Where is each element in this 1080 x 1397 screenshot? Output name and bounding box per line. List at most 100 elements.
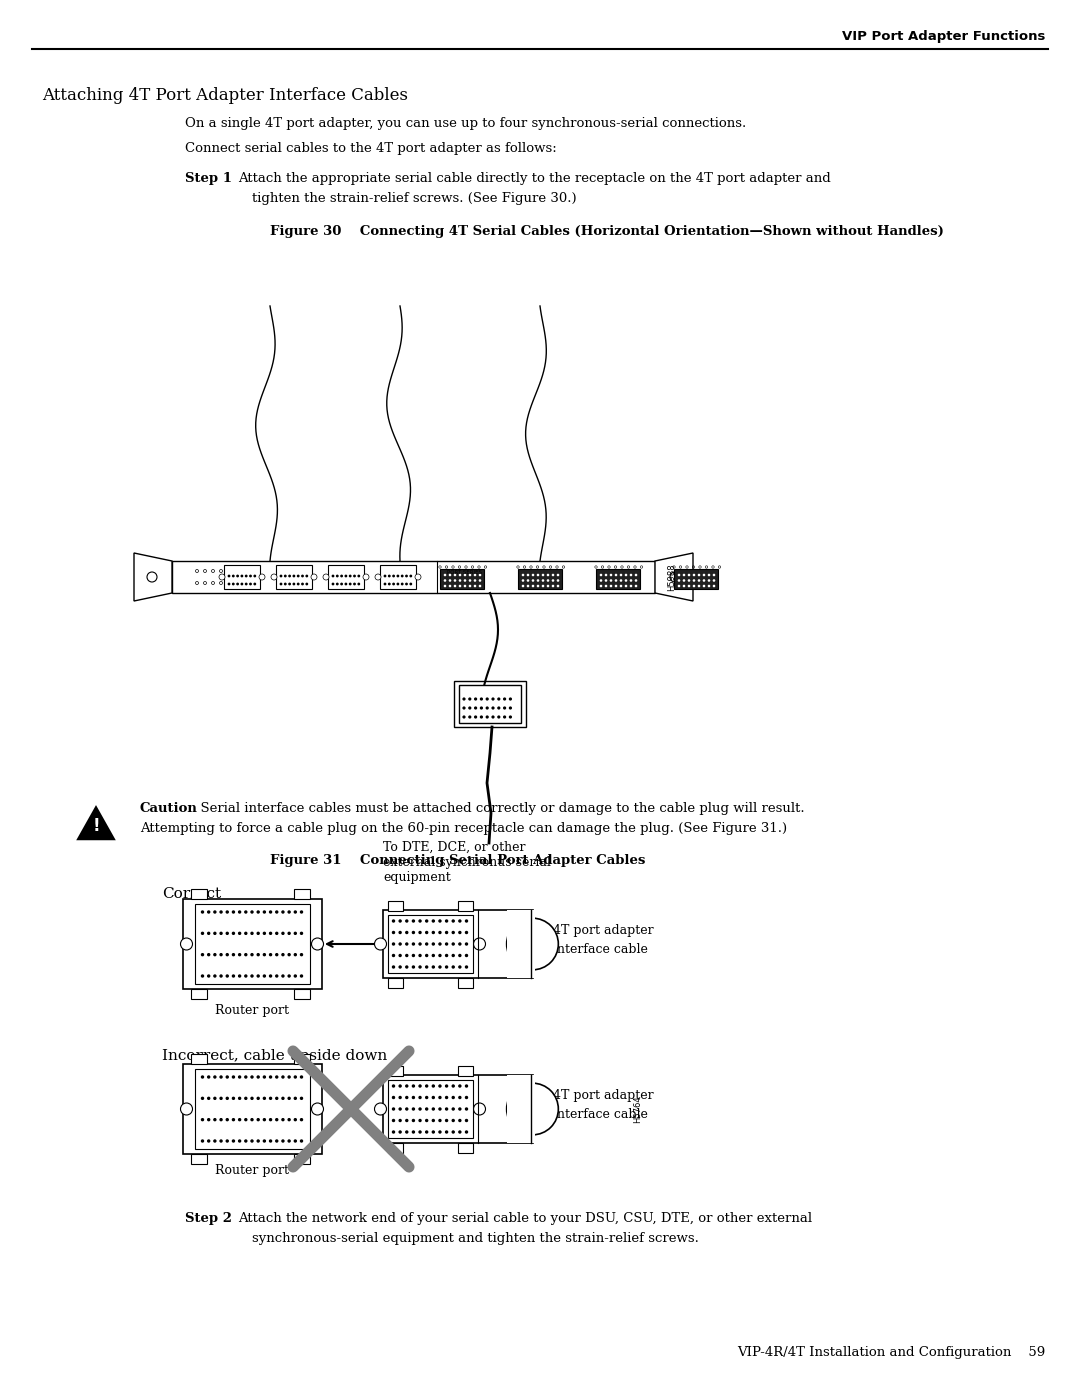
Circle shape [245,975,247,977]
Circle shape [465,1119,468,1122]
Circle shape [245,954,247,956]
Circle shape [270,1119,271,1120]
Circle shape [400,932,401,933]
Circle shape [465,932,468,933]
Circle shape [402,584,403,585]
Circle shape [438,1097,441,1098]
Bar [183,1065,322,1154]
Circle shape [282,1119,284,1120]
Circle shape [295,932,296,935]
Circle shape [282,932,284,935]
Circle shape [270,975,271,977]
Polygon shape [78,807,114,840]
Circle shape [207,1097,210,1099]
Circle shape [426,943,428,944]
Bar [382,909,532,978]
Circle shape [257,975,259,977]
Circle shape [270,1140,271,1141]
Bar [458,901,473,911]
Circle shape [232,954,234,956]
Circle shape [239,932,241,935]
Circle shape [384,584,386,585]
Circle shape [419,1097,421,1098]
Circle shape [300,932,302,935]
Circle shape [220,1097,222,1099]
Circle shape [354,584,355,585]
Circle shape [426,954,428,957]
Circle shape [498,698,500,700]
Circle shape [282,911,284,914]
Circle shape [333,576,334,577]
Bar [458,1143,473,1153]
Circle shape [392,1119,394,1122]
Circle shape [270,911,271,914]
Circle shape [226,1119,228,1120]
Bar [194,904,310,983]
Circle shape [413,965,415,968]
Circle shape [402,576,403,577]
Circle shape [406,1085,408,1087]
Circle shape [419,1108,421,1111]
Circle shape [459,965,461,968]
Bar [458,1066,473,1076]
Circle shape [406,932,408,933]
Circle shape [389,584,390,585]
Circle shape [503,707,505,708]
Bar [518,569,562,590]
Circle shape [214,932,216,935]
Circle shape [419,921,421,922]
Bar [459,685,521,724]
Bar [190,1154,206,1164]
Circle shape [406,576,407,577]
Circle shape [413,921,415,922]
Bar [388,1143,403,1153]
Circle shape [510,717,511,718]
Circle shape [226,1140,228,1141]
Circle shape [220,1140,222,1141]
Text: 4T port adapter
interface cable: 4T port adapter interface cable [553,1090,653,1120]
Circle shape [300,975,302,977]
Circle shape [202,932,203,935]
Circle shape [214,954,216,956]
Bar [458,978,473,988]
Bar [183,900,322,989]
Circle shape [288,1119,291,1120]
Text: VIP-4R/4T Installation and Configuration    59: VIP-4R/4T Installation and Configuration… [737,1345,1045,1359]
Circle shape [465,954,468,957]
Circle shape [453,1108,455,1111]
Circle shape [400,921,401,922]
Circle shape [293,576,295,577]
Circle shape [503,717,505,718]
Bar [507,909,535,978]
Text: !: ! [92,817,99,835]
Bar [328,564,364,590]
Circle shape [438,943,441,944]
Circle shape [392,954,394,957]
Circle shape [245,1119,247,1120]
Circle shape [275,911,278,914]
Circle shape [463,717,464,718]
Text: Caution: Caution [140,802,198,814]
Circle shape [426,1108,428,1111]
Circle shape [281,584,282,585]
Circle shape [220,932,222,935]
Circle shape [251,932,253,935]
Circle shape [295,1097,296,1099]
Bar [172,562,654,592]
Circle shape [275,954,278,956]
Circle shape [446,932,447,933]
Text: 4T port adapter
interface cable: 4T port adapter interface cable [553,923,653,956]
Circle shape [226,932,228,935]
Circle shape [392,921,394,922]
Circle shape [289,576,291,577]
Circle shape [465,1085,468,1087]
Text: Step 2: Step 2 [185,1213,232,1225]
Circle shape [392,1097,394,1098]
Circle shape [419,932,421,933]
Circle shape [413,1119,415,1122]
Circle shape [438,1108,441,1111]
Circle shape [446,943,447,944]
Circle shape [237,576,239,577]
Circle shape [214,911,216,914]
Circle shape [271,574,276,580]
